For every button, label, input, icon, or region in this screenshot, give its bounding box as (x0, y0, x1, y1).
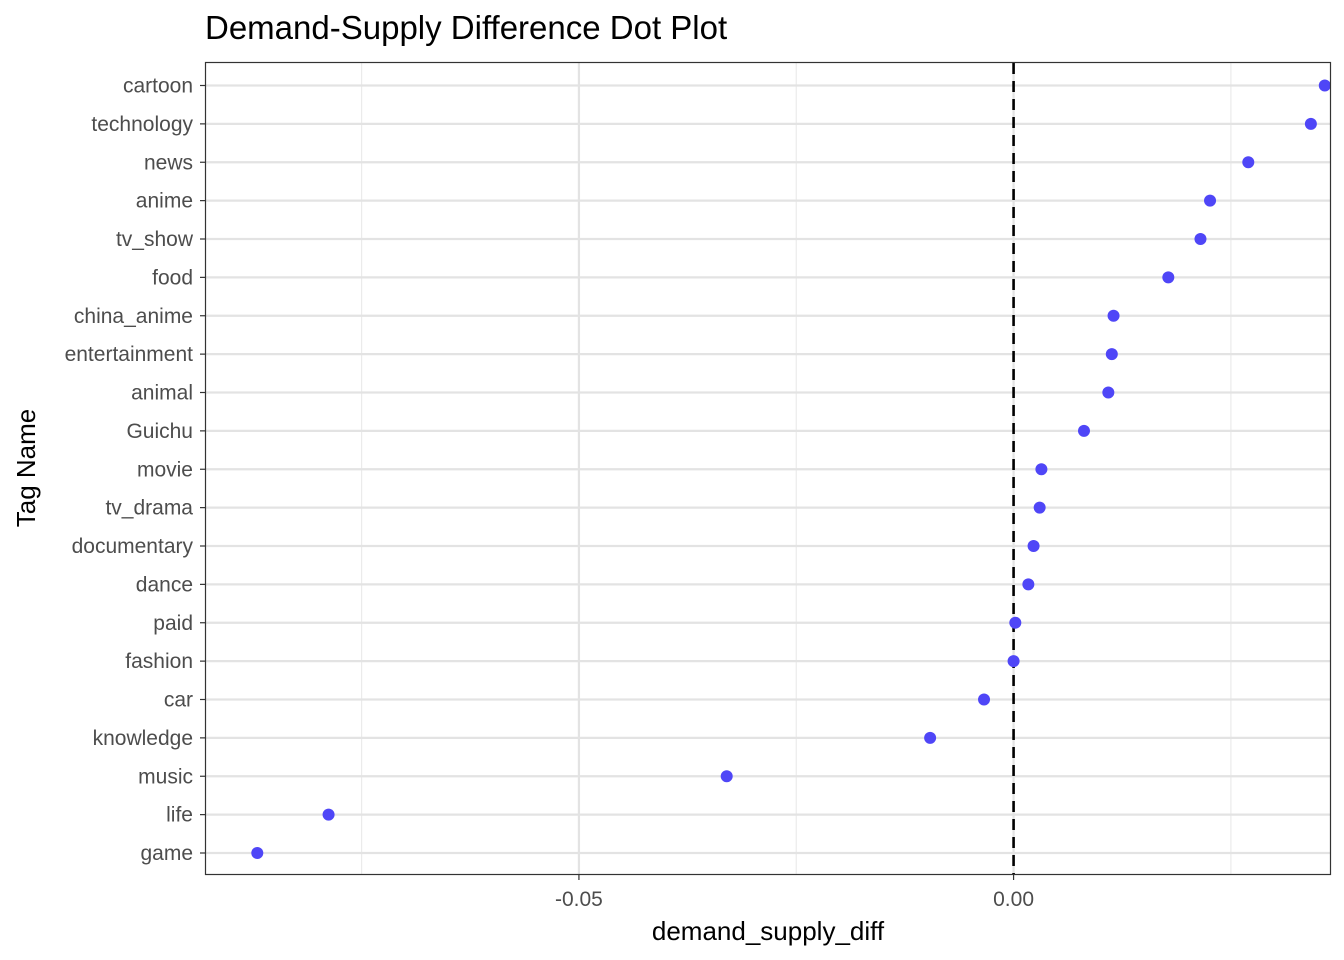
y-tick-label: music (138, 765, 193, 788)
data-point-food (1162, 271, 1175, 284)
y-tick-label: china_anime (74, 305, 193, 328)
y-tick-label: paid (153, 612, 193, 635)
y-tick-label: news (144, 151, 193, 174)
data-point-documentary (1027, 540, 1040, 552)
y-tick-label: car (164, 689, 193, 712)
plot-panel-border (204, 61, 1332, 876)
data-point-music (720, 770, 733, 783)
data-point-paid (1009, 616, 1022, 629)
data-point-animal (1102, 386, 1115, 399)
x-axis-title: demand_supply_diff (652, 916, 885, 946)
data-point-life (322, 808, 335, 821)
data-point-knowledge (924, 731, 937, 744)
y-tick-label: Guichu (126, 420, 193, 443)
data-point-movie (1035, 463, 1048, 476)
y-tick-label: anime (136, 190, 193, 213)
y-tick-label: tv_show (116, 228, 194, 251)
y-axis-title: Tag Name (11, 409, 41, 528)
chart-title: Demand-Supply Difference Dot Plot (205, 9, 727, 46)
data-point-tv_show (1194, 233, 1207, 245)
y-tick-label: animal (131, 382, 193, 405)
data-point-car (978, 693, 991, 706)
y-tick-label: movie (137, 458, 193, 481)
y-tick-label: game (140, 842, 193, 865)
y-tick-label: life (166, 804, 193, 827)
data-point-china_anime (1107, 309, 1120, 322)
y-tick-label: documentary (72, 535, 194, 558)
data-point-entertainment (1105, 348, 1118, 361)
data-point-technology (1304, 117, 1317, 130)
x-tick-label: -0.05 (555, 888, 603, 911)
x-axis: -0.05 0.00 (555, 874, 1034, 911)
y-tick-label: entertainment (65, 343, 194, 366)
y-tick-label: tv_drama (105, 497, 193, 520)
y-tick-label: fashion (125, 650, 193, 673)
x-tick-label: 0.00 (993, 888, 1034, 911)
y-tick-label: knowledge (93, 727, 193, 750)
grid-layer (206, 63, 1330, 874)
y-tick-label: dance (136, 573, 193, 596)
data-point-anime (1204, 194, 1217, 207)
data-point-tv_drama (1033, 501, 1046, 514)
points-layer (251, 79, 1331, 859)
data-point-fashion (1007, 655, 1020, 668)
y-tick-label: technology (91, 113, 193, 136)
data-point-Guichu (1077, 424, 1090, 437)
y-tick-label: food (152, 266, 193, 289)
data-point-game (251, 847, 264, 859)
data-point-cartoon (1318, 79, 1331, 92)
data-point-news (1242, 156, 1255, 169)
data-point-dance (1022, 578, 1035, 591)
y-tick-label: cartoon (123, 75, 193, 98)
